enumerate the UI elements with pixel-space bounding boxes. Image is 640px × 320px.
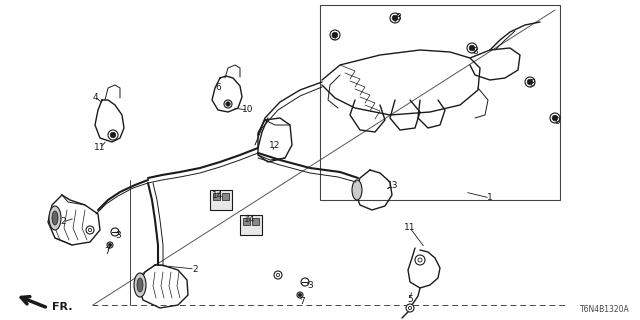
Bar	[320, 5, 560, 200]
Text: 2: 2	[60, 218, 66, 227]
Text: 9: 9	[330, 34, 336, 43]
Text: 3: 3	[307, 281, 313, 290]
Circle shape	[525, 77, 535, 87]
Bar	[240, 215, 262, 235]
Circle shape	[469, 45, 475, 51]
Text: 8: 8	[472, 47, 478, 57]
Text: 11: 11	[94, 143, 106, 153]
Text: 8: 8	[395, 13, 401, 22]
Circle shape	[301, 278, 309, 286]
Text: 9: 9	[554, 117, 560, 126]
Circle shape	[390, 13, 400, 23]
Circle shape	[86, 226, 94, 234]
Text: 1: 1	[487, 194, 493, 203]
Text: 7: 7	[104, 247, 110, 257]
Circle shape	[107, 242, 113, 248]
Ellipse shape	[137, 278, 143, 292]
Circle shape	[392, 15, 397, 21]
Circle shape	[298, 293, 301, 297]
Ellipse shape	[352, 180, 362, 200]
Circle shape	[224, 100, 232, 108]
Text: 5: 5	[407, 295, 413, 305]
Bar	[213, 193, 220, 200]
Circle shape	[297, 292, 303, 298]
Bar	[243, 218, 250, 225]
Circle shape	[415, 255, 425, 265]
Circle shape	[274, 271, 282, 279]
Text: 6: 6	[215, 84, 221, 92]
Text: 4: 4	[92, 92, 98, 101]
Circle shape	[226, 102, 230, 106]
Text: 14: 14	[212, 191, 224, 201]
Text: 12: 12	[269, 140, 281, 149]
Text: 3: 3	[115, 230, 121, 239]
Text: 11: 11	[404, 223, 416, 233]
Bar	[252, 218, 259, 225]
Text: 14: 14	[244, 215, 256, 225]
Ellipse shape	[134, 273, 146, 297]
Ellipse shape	[52, 211, 58, 225]
Circle shape	[527, 79, 532, 85]
Text: 8: 8	[529, 79, 535, 89]
Text: 2: 2	[192, 265, 198, 274]
Circle shape	[406, 304, 414, 312]
Bar	[210, 190, 232, 210]
Text: 13: 13	[387, 181, 399, 190]
Text: 7: 7	[299, 298, 305, 307]
Text: T6N4B1320A: T6N4B1320A	[580, 305, 630, 314]
Text: 10: 10	[243, 106, 253, 115]
Bar	[222, 193, 229, 200]
Circle shape	[550, 113, 560, 123]
Circle shape	[108, 130, 118, 140]
Circle shape	[332, 32, 338, 38]
Text: FR.: FR.	[52, 302, 72, 312]
Circle shape	[110, 132, 116, 138]
Circle shape	[552, 115, 557, 121]
Circle shape	[111, 228, 119, 236]
Circle shape	[108, 243, 111, 247]
Circle shape	[330, 30, 340, 40]
Circle shape	[467, 43, 477, 53]
Ellipse shape	[49, 206, 61, 230]
